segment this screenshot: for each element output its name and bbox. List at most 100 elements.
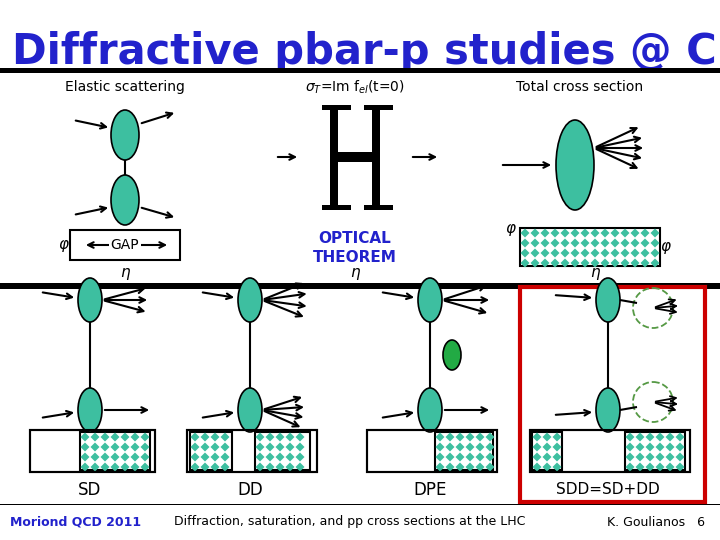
Polygon shape [256, 462, 264, 471]
Polygon shape [101, 453, 109, 462]
Bar [372, 105, 380, 210]
Polygon shape [631, 228, 639, 238]
Polygon shape [200, 442, 210, 451]
Polygon shape [446, 462, 454, 471]
Polygon shape [436, 453, 444, 462]
Polygon shape [552, 453, 562, 462]
Polygon shape [485, 453, 495, 462]
Text: η: η [120, 265, 130, 280]
Polygon shape [286, 453, 294, 462]
Polygon shape [641, 239, 649, 247]
Bar [322, 105, 351, 110]
Bar [0, 68, 720, 73]
Polygon shape [552, 462, 562, 471]
Polygon shape [533, 442, 541, 451]
Bar [0, 505, 720, 540]
Polygon shape [675, 462, 685, 471]
Polygon shape [641, 259, 649, 267]
Bar [364, 205, 393, 210]
Text: K. Goulianos   6: K. Goulianos 6 [607, 516, 705, 529]
Polygon shape [611, 239, 619, 247]
Polygon shape [276, 462, 284, 471]
Polygon shape [590, 228, 600, 238]
Polygon shape [276, 433, 284, 442]
Bar [532, 432, 562, 470]
Polygon shape [621, 228, 629, 238]
Polygon shape [210, 433, 220, 442]
Polygon shape [551, 228, 559, 238]
Bar [30, 430, 155, 472]
Polygon shape [295, 433, 305, 442]
Polygon shape [485, 433, 495, 442]
Polygon shape [140, 442, 150, 451]
Bar [0, 283, 720, 289]
Polygon shape [531, 248, 539, 258]
Polygon shape [600, 239, 610, 247]
Polygon shape [541, 228, 549, 238]
Polygon shape [81, 433, 89, 442]
Bar [187, 430, 317, 472]
Polygon shape [646, 453, 654, 462]
Polygon shape [650, 248, 660, 258]
Polygon shape [210, 462, 220, 471]
Bar [530, 430, 690, 472]
Polygon shape [140, 462, 150, 471]
Polygon shape [276, 442, 284, 451]
Polygon shape [266, 462, 274, 471]
Polygon shape [436, 442, 444, 451]
Text: Total cross section: Total cross section [516, 80, 644, 94]
Polygon shape [611, 259, 619, 267]
Polygon shape [456, 442, 464, 451]
Polygon shape [130, 433, 140, 442]
Polygon shape [436, 433, 444, 442]
Polygon shape [210, 453, 220, 462]
Polygon shape [675, 453, 685, 462]
Text: DPE: DPE [413, 481, 446, 499]
Bar [520, 287, 705, 502]
Polygon shape [200, 453, 210, 462]
Polygon shape [446, 453, 454, 462]
Polygon shape [466, 433, 474, 442]
Bar [255, 432, 310, 470]
Polygon shape [191, 433, 199, 442]
Polygon shape [191, 453, 199, 462]
Bar [435, 432, 493, 470]
Text: φ: φ [660, 240, 670, 254]
Polygon shape [621, 239, 629, 247]
Polygon shape [521, 239, 529, 247]
Polygon shape [646, 442, 654, 451]
Polygon shape [570, 228, 580, 238]
Polygon shape [533, 433, 541, 442]
Text: φ: φ [58, 238, 68, 253]
Polygon shape [655, 453, 665, 462]
Polygon shape [485, 442, 495, 451]
Bar [322, 205, 351, 210]
Bar [190, 432, 232, 470]
Polygon shape [101, 462, 109, 471]
Polygon shape [580, 239, 590, 247]
Polygon shape [631, 239, 639, 247]
Polygon shape [541, 259, 549, 267]
Ellipse shape [418, 278, 442, 322]
Polygon shape [475, 442, 485, 451]
Polygon shape [110, 442, 120, 451]
Polygon shape [295, 462, 305, 471]
Bar [364, 105, 393, 110]
Polygon shape [665, 453, 675, 462]
Polygon shape [256, 442, 264, 451]
Polygon shape [570, 259, 580, 267]
Polygon shape [570, 239, 580, 247]
Ellipse shape [78, 388, 102, 432]
Text: GAP: GAP [111, 238, 139, 252]
Polygon shape [466, 462, 474, 471]
Bar [530, 430, 690, 472]
Text: η: η [590, 265, 600, 280]
Polygon shape [626, 433, 634, 442]
Polygon shape [210, 442, 220, 451]
Polygon shape [600, 228, 610, 238]
Polygon shape [626, 462, 634, 471]
Polygon shape [220, 453, 230, 462]
Polygon shape [91, 433, 99, 442]
Polygon shape [220, 433, 230, 442]
Polygon shape [655, 433, 665, 442]
